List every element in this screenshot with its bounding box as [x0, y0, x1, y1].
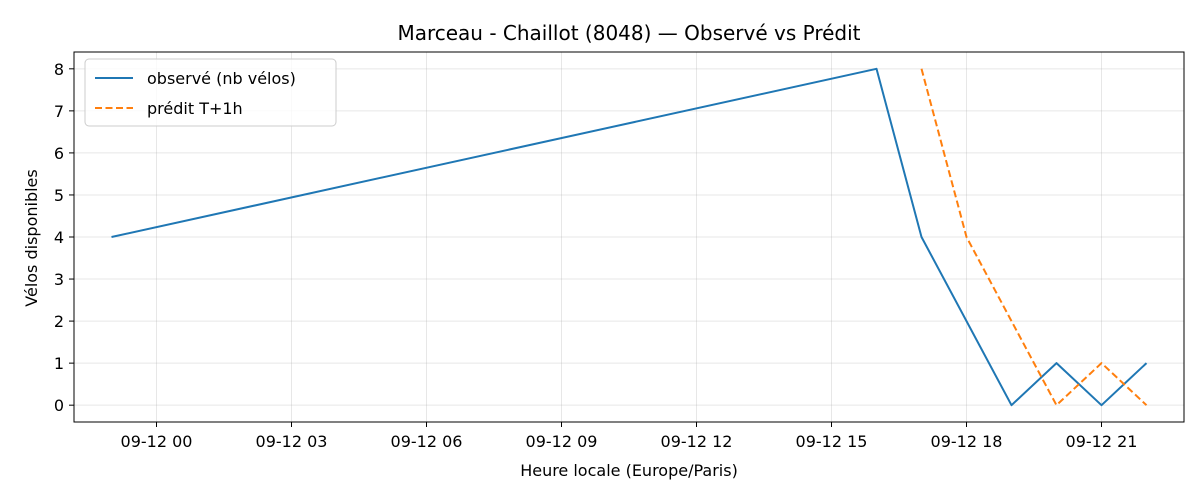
y-tick-label: 8	[54, 60, 64, 79]
y-tick-label: 4	[54, 228, 64, 247]
series-lines	[111, 67, 1148, 407]
series-line-predicted	[920, 68, 1148, 407]
grid	[74, 52, 1184, 422]
legend: observé (nb vélos) prédit T+1h	[84, 58, 337, 127]
x-tick-label: 09-12 12	[661, 432, 733, 451]
x-tick-label: 09-12 00	[121, 432, 193, 451]
x-axis-label: Heure locale (Europe/Paris)	[520, 461, 738, 480]
y-axis-label: Vélos disponibles	[22, 169, 41, 306]
legend-label: observé (nb vélos)	[147, 69, 296, 88]
y-tick-label: 5	[54, 186, 64, 205]
y-tick-label: 2	[54, 312, 64, 331]
x-tick-label: 09-12 03	[256, 432, 328, 451]
x-tick-label: 09-12 15	[796, 432, 868, 451]
y-tick-label: 6	[54, 144, 64, 163]
y-tick-label: 0	[54, 396, 64, 415]
legend-box	[84, 58, 337, 127]
x-tick-label: 09-12 06	[391, 432, 463, 451]
y-tick-label: 3	[54, 270, 64, 289]
axis-ticks: 09-12 00 09-12 03 09-12 06 09-12 09 09-12 12…	[54, 60, 1138, 451]
legend-label: prédit T+1h	[147, 99, 243, 118]
x-tick-label: 09-12 18	[931, 432, 1003, 451]
chart-title: Marceau - Chaillot (8048) — Observé vs P…	[397, 21, 860, 45]
y-tick-label: 1	[54, 354, 64, 373]
series-line-observed	[111, 67, 1148, 407]
y-tick-label: 7	[54, 102, 64, 121]
x-tick-label: 09-12 21	[1066, 432, 1138, 451]
x-tick-label: 09-12 09	[526, 432, 598, 451]
